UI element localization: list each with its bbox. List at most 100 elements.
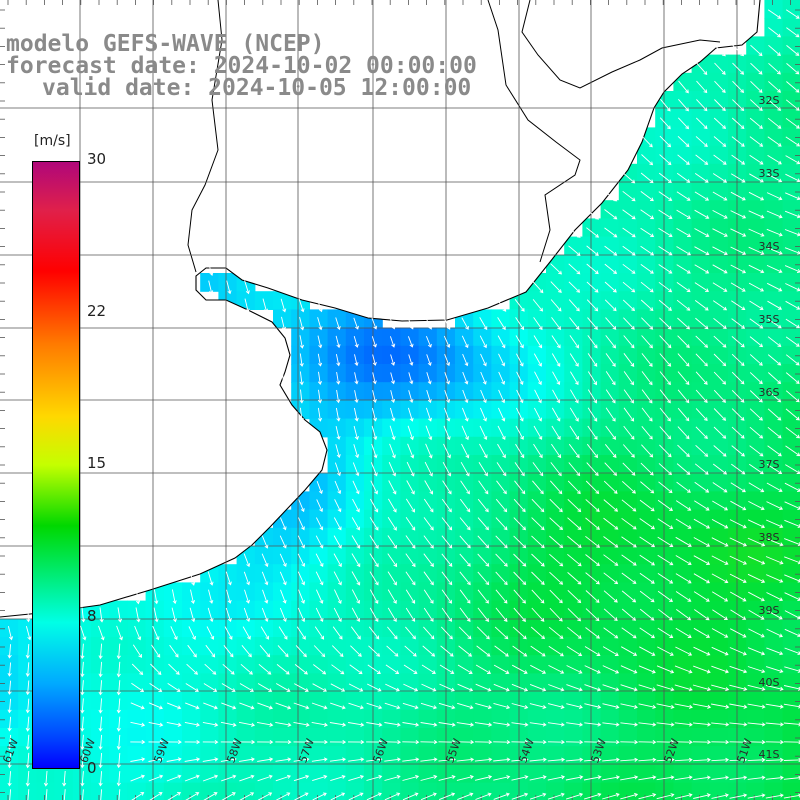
wind-cell xyxy=(691,327,711,347)
wind-cell xyxy=(728,273,747,292)
wind-arrow xyxy=(389,443,396,459)
wind-arrow xyxy=(242,626,251,640)
lat-label: 33S xyxy=(759,167,780,180)
wind-arrow xyxy=(659,426,672,440)
wind-cell xyxy=(400,728,420,747)
wind-cell xyxy=(655,527,674,547)
wind-cell xyxy=(691,564,711,583)
wind-arrow xyxy=(151,644,161,658)
wind-arrow xyxy=(711,628,729,638)
wind-arrow xyxy=(511,757,529,762)
wind-cell xyxy=(728,582,747,602)
wind-arrow xyxy=(458,626,472,640)
wind-arrow xyxy=(622,281,636,293)
wind-arrow xyxy=(329,757,347,762)
wind-arrow xyxy=(45,789,48,800)
wind-cell xyxy=(618,473,638,492)
wind-arrow xyxy=(461,425,469,441)
wind-arrow xyxy=(587,407,598,422)
wind-cell xyxy=(291,764,310,784)
wind-cell xyxy=(345,418,365,438)
wind-arrow xyxy=(369,571,379,586)
wind-cell xyxy=(582,364,602,383)
wind-arrow xyxy=(659,407,671,422)
wind-cell xyxy=(327,509,347,529)
wind-cell xyxy=(600,782,620,800)
wind-arrow xyxy=(190,589,196,605)
wind-cell xyxy=(527,473,547,492)
wind-cell xyxy=(709,309,729,329)
wind-arrow xyxy=(407,336,414,348)
wind-cell xyxy=(637,182,656,201)
wind-arrow xyxy=(676,264,691,274)
wind-cell xyxy=(273,564,292,583)
wind-arrow xyxy=(658,209,673,219)
wind-cell xyxy=(691,109,711,128)
wind-cell xyxy=(91,709,110,729)
wind-arrow xyxy=(566,703,583,710)
wind-arrow xyxy=(387,571,397,586)
wind-cell xyxy=(491,746,511,765)
wind-arrow xyxy=(749,336,764,348)
wind-arrow xyxy=(384,740,402,745)
wind-arrow xyxy=(188,626,196,640)
wind-arrow xyxy=(548,664,565,674)
wind-arrow xyxy=(747,666,766,674)
wind-cell xyxy=(200,746,219,765)
wind-arrow xyxy=(477,571,490,586)
wind-arrow xyxy=(184,740,201,745)
wind-cell xyxy=(637,455,656,474)
wind-cell xyxy=(673,764,693,784)
wind-arrow xyxy=(371,443,378,459)
wind-cell xyxy=(637,254,656,274)
wind-arrow xyxy=(730,609,747,620)
wind-cell xyxy=(109,691,128,711)
wind-cell xyxy=(254,728,274,747)
wind-cell xyxy=(18,782,37,800)
wind-cell xyxy=(655,182,674,201)
wind-cell xyxy=(582,618,602,638)
wind-arrow xyxy=(515,425,524,440)
wind-cell xyxy=(655,400,674,420)
wind-cell xyxy=(600,436,620,456)
wind-arrow xyxy=(184,757,201,762)
wind-cell xyxy=(382,436,401,456)
wind-arrow xyxy=(457,702,474,710)
wind-cell xyxy=(455,655,474,674)
wind-arrow xyxy=(98,716,103,732)
wind-arrow xyxy=(747,757,766,763)
wind-arrow xyxy=(98,625,105,641)
wind-arrow xyxy=(293,721,310,727)
wind-arrow xyxy=(623,407,635,422)
wind-cell xyxy=(564,291,583,310)
wind-cell xyxy=(709,91,729,110)
wind-cell xyxy=(691,691,711,711)
wind-cell xyxy=(564,582,583,602)
wind-arrow xyxy=(333,517,342,531)
wind-arrow xyxy=(168,663,180,675)
wind-cell xyxy=(655,109,674,128)
wind-arrow xyxy=(731,336,745,348)
colorbar-tick: 30 xyxy=(87,150,107,168)
wind-cell xyxy=(273,782,292,800)
wind-cell xyxy=(637,418,656,438)
wind-cell xyxy=(746,364,765,383)
wind-cell xyxy=(618,655,638,674)
wind-cell xyxy=(618,527,638,547)
wind-arrow xyxy=(729,555,747,565)
wind-cell xyxy=(527,491,547,511)
wind-arrow xyxy=(767,117,782,129)
wind-cell xyxy=(746,54,765,74)
wind-arrow xyxy=(620,722,639,727)
wind-cell xyxy=(218,637,238,656)
wind-cell xyxy=(109,673,128,693)
wind-cell xyxy=(327,600,347,620)
wind-arrow xyxy=(623,335,635,349)
wind-cell xyxy=(527,564,547,583)
wind-arrow xyxy=(475,702,492,710)
wind-arrow xyxy=(335,407,341,422)
wind-arrow xyxy=(366,792,382,800)
land-area xyxy=(0,0,760,617)
wind-cell xyxy=(473,618,492,638)
wind-arrow xyxy=(420,722,438,727)
